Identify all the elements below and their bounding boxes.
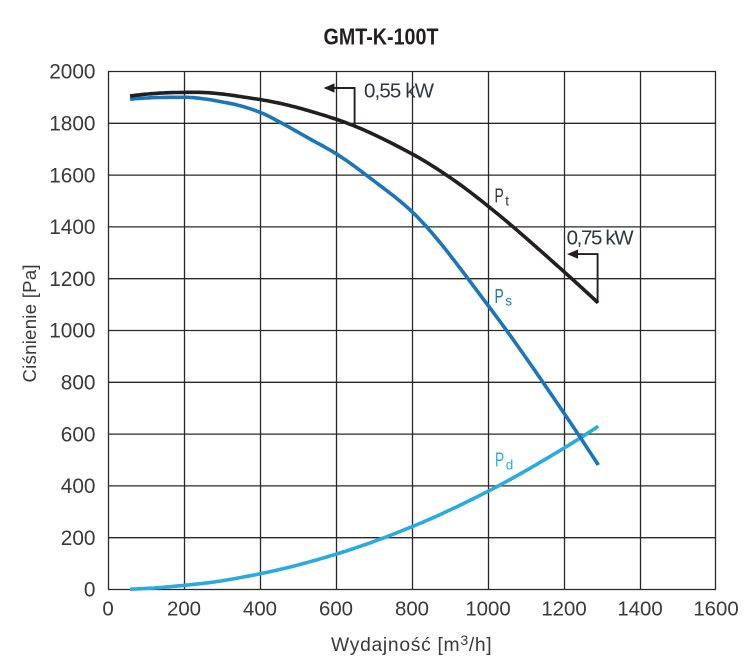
svg-text:1800: 1800 <box>49 113 95 136</box>
svg-text:0: 0 <box>102 599 113 621</box>
svg-text:1400: 1400 <box>49 216 95 239</box>
svg-text:1600: 1600 <box>693 599 738 621</box>
svg-text:s: s <box>505 293 512 308</box>
svg-text:1000: 1000 <box>49 320 95 343</box>
svg-text:800: 800 <box>61 372 96 395</box>
svg-text:200: 200 <box>61 527 96 550</box>
svg-text:2000: 2000 <box>49 61 95 84</box>
svg-text:0: 0 <box>84 579 96 602</box>
svg-text:Wydajność [m3/h]: Wydajność [m3/h] <box>331 632 492 656</box>
svg-text:Ciśnienie [Pa]: Ciśnienie [Pa] <box>19 264 40 382</box>
svg-text:1600: 1600 <box>49 164 95 187</box>
svg-text:P: P <box>495 286 504 308</box>
svg-text:200: 200 <box>167 599 201 621</box>
svg-text:1000: 1000 <box>465 599 510 621</box>
svg-text:P: P <box>495 450 504 472</box>
svg-text:600: 600 <box>61 423 96 446</box>
svg-text:t: t <box>505 194 509 209</box>
svg-text:P: P <box>495 186 504 208</box>
svg-text:1400: 1400 <box>617 599 662 621</box>
svg-text:400: 400 <box>61 475 96 498</box>
svg-text:1200: 1200 <box>49 268 95 291</box>
svg-text:0,75 kW: 0,75 kW <box>567 227 635 250</box>
svg-text:1200: 1200 <box>541 599 586 621</box>
svg-text:0,55 kW: 0,55 kW <box>364 79 435 102</box>
svg-text:800: 800 <box>395 599 429 621</box>
svg-text:400: 400 <box>243 599 277 621</box>
svg-text:d: d <box>506 458 514 473</box>
svg-text:GMT-K-100T: GMT-K-100T <box>324 24 439 50</box>
svg-text:600: 600 <box>319 599 353 621</box>
